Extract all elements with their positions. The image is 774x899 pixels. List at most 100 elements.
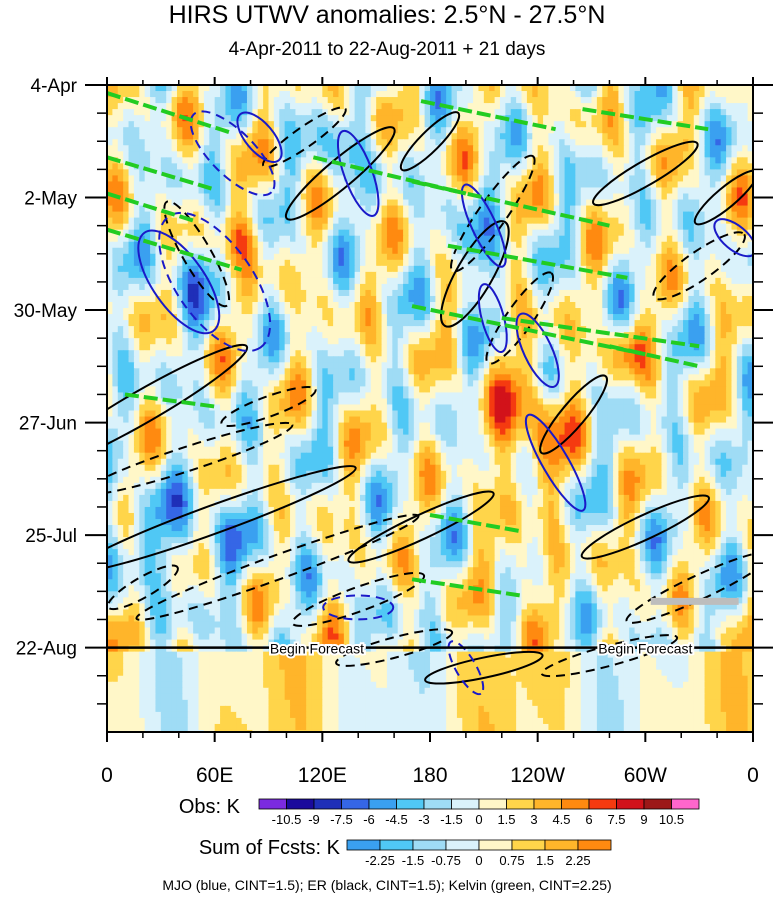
heatmap-cell xyxy=(397,253,404,261)
heatmap-cell xyxy=(688,85,695,92)
heatmap-cell xyxy=(203,187,210,195)
heatmap-cell xyxy=(214,283,221,291)
heatmap-cell xyxy=(333,187,340,195)
heatmap-cell xyxy=(166,121,173,128)
heatmap-cell xyxy=(311,115,318,122)
heatmap-cell xyxy=(171,181,178,189)
heatmap-cell xyxy=(128,247,135,255)
heatmap-cell xyxy=(403,259,410,267)
heatmap-cell xyxy=(446,85,453,92)
heatmap-cell xyxy=(376,314,383,321)
heatmap-cell xyxy=(435,223,442,231)
heatmap-cell xyxy=(451,265,458,273)
heatmap-cell xyxy=(731,169,738,177)
heatmap-cell xyxy=(564,181,571,189)
heatmap-cell xyxy=(666,235,673,243)
heatmap-cell xyxy=(311,235,318,243)
heatmap-cell xyxy=(656,145,663,152)
heatmap-cell xyxy=(494,91,501,98)
heatmap-cell xyxy=(462,223,469,231)
heatmap-cell xyxy=(607,302,614,309)
heatmap-cell xyxy=(279,91,286,98)
heatmap-cell xyxy=(386,295,393,303)
heatmap-cell xyxy=(693,253,700,261)
heatmap-cell xyxy=(499,259,506,267)
heatmap-cell xyxy=(107,157,113,164)
heatmap-cell xyxy=(499,187,506,195)
heatmap-cell xyxy=(564,91,571,98)
heatmap-cell xyxy=(316,295,323,303)
heatmap-cell xyxy=(688,175,695,183)
heatmap-cell xyxy=(473,229,480,237)
heatmap-cell xyxy=(747,253,753,261)
heatmap-cell xyxy=(133,289,140,297)
heatmap-cell xyxy=(252,277,259,285)
heatmap-cell xyxy=(672,283,679,291)
heatmap-cell xyxy=(440,247,447,255)
heatmap-cell xyxy=(257,187,264,195)
heatmap-cell xyxy=(144,320,151,327)
heatmap-cell xyxy=(548,253,555,261)
heatmap-cell xyxy=(424,308,431,315)
heatmap-cell xyxy=(586,151,593,158)
heatmap-cell xyxy=(499,223,506,231)
heatmap-cell xyxy=(150,199,157,207)
heatmap-cell xyxy=(456,181,463,189)
heatmap-cell xyxy=(661,139,668,146)
heatmap-cell xyxy=(419,163,426,170)
heatmap-cell xyxy=(505,85,512,92)
heatmap-cell xyxy=(456,157,463,164)
heatmap-cell xyxy=(693,235,700,243)
heatmap-cell xyxy=(650,205,657,213)
heatmap-cell xyxy=(354,326,361,333)
heatmap-cell xyxy=(731,187,738,195)
heatmap-cell xyxy=(462,235,469,243)
heatmap-cell xyxy=(236,326,243,333)
heatmap-cell xyxy=(360,283,366,291)
heatmap-cell xyxy=(133,91,140,98)
heatmap-cell xyxy=(273,217,280,225)
heatmap-cell xyxy=(397,115,404,122)
heatmap-cell xyxy=(133,217,140,225)
heatmap-cell xyxy=(290,217,297,225)
heatmap-cell xyxy=(397,283,404,291)
heatmap-cell xyxy=(726,314,733,321)
heatmap-cell xyxy=(569,151,576,158)
heatmap-cell xyxy=(268,265,275,273)
heatmap-cell xyxy=(198,235,205,243)
heatmap-cell xyxy=(403,91,410,98)
heatmap-cell xyxy=(338,157,345,164)
heatmap-cell xyxy=(386,121,393,128)
heatmap-cell xyxy=(252,283,259,291)
heatmap-cell xyxy=(392,163,399,170)
heatmap-cell xyxy=(214,85,221,92)
heatmap-cell xyxy=(403,157,410,164)
heatmap-cell xyxy=(596,283,603,291)
heatmap-cell xyxy=(225,211,232,219)
heatmap-cell xyxy=(634,97,641,104)
heatmap-cell xyxy=(569,277,576,285)
heatmap-cell xyxy=(376,295,383,303)
heatmap-cell xyxy=(333,247,340,255)
heatmap-cell xyxy=(386,85,393,92)
heatmap-cell xyxy=(580,223,587,231)
heatmap-cell xyxy=(720,326,727,333)
heatmap-cell xyxy=(370,283,377,291)
heatmap-cell xyxy=(316,283,323,291)
heatmap-cell xyxy=(645,193,652,201)
heatmap-cell xyxy=(209,259,216,267)
heatmap-cell xyxy=(693,271,700,279)
heatmap-cell xyxy=(715,253,722,261)
heatmap-cell xyxy=(446,115,453,122)
heatmap-cell xyxy=(650,217,657,225)
heatmap-cell xyxy=(397,320,404,327)
heatmap-cell xyxy=(650,308,657,315)
heatmap-cell xyxy=(343,97,350,104)
heatmap-cell xyxy=(435,187,442,195)
heatmap-cell xyxy=(117,314,124,321)
heatmap-cell xyxy=(236,332,243,339)
heatmap-cell xyxy=(607,145,614,152)
heatmap-cell xyxy=(123,320,130,327)
heatmap-cell xyxy=(365,247,372,255)
heatmap-cell xyxy=(505,139,512,146)
